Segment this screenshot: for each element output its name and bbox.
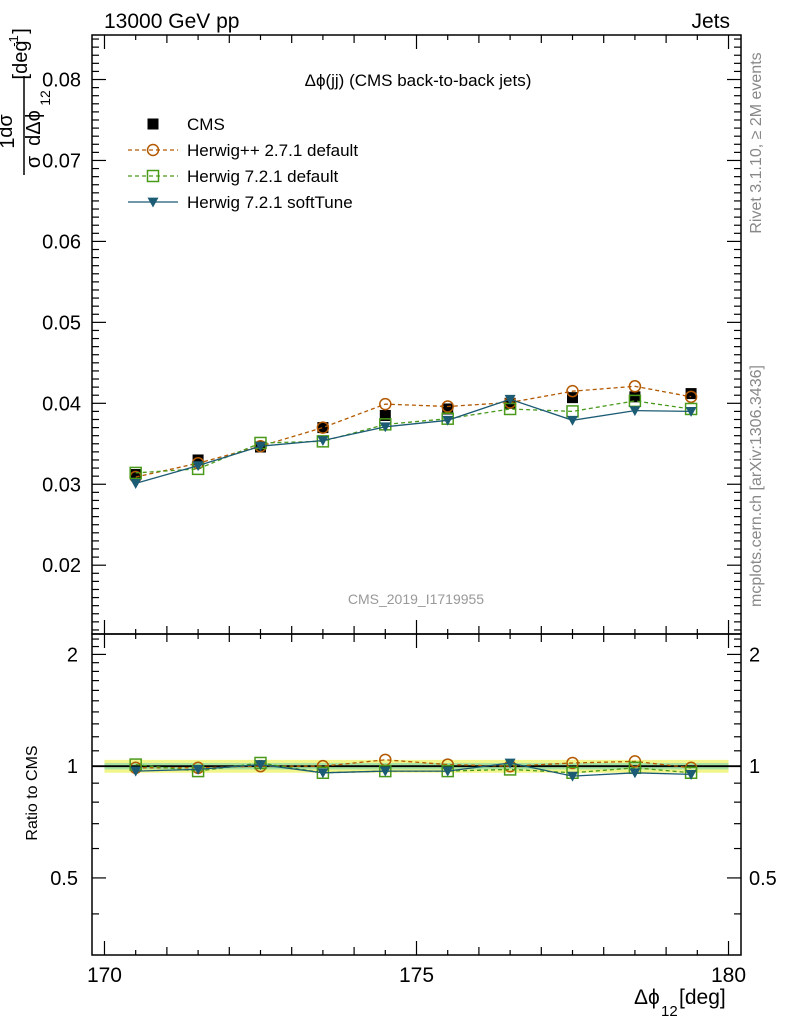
data-point [629, 391, 641, 403]
ratio-series-point [628, 755, 642, 768]
y-label-sub12: 12 [37, 90, 53, 106]
y-label-unit: [deg [10, 41, 32, 80]
series-line [135, 400, 692, 474]
x-label-sub: 12 [661, 1003, 678, 1020]
data-point [317, 422, 329, 434]
ratio-series-point [130, 766, 142, 777]
legend-marker [146, 169, 160, 183]
y-tick-label: 0.06 [42, 231, 81, 253]
y-tick-label: 0.03 [42, 474, 81, 496]
ratio-y-tick-label: 0.5 [50, 868, 78, 890]
ratio-series-point [567, 771, 579, 782]
series-point [442, 415, 454, 426]
series-point [254, 441, 266, 452]
ratio-frame [91, 633, 742, 956]
series-point [504, 394, 516, 405]
y-label-sigma: σ [23, 155, 45, 168]
x-tick-label: 170 [87, 964, 122, 987]
series-line [135, 385, 692, 478]
ratio-series-point [566, 756, 579, 770]
main-panel: 0.02 0.03 0.04 0.05 0.06 0.07 0.08 [42, 34, 742, 635]
ratio-panel: 170 175 180 0.5 0.5 1 1 2 2 [50, 633, 777, 987]
ratio-y-tick-label: 0.5 [749, 868, 777, 890]
y-label-ddphi: dΔϕ [23, 110, 45, 146]
ratio-series-point [504, 758, 516, 769]
chart-title: Δϕ(jj) (CMS back-to-back jets) [305, 71, 532, 90]
legend-marker [147, 118, 159, 130]
y-label-dsigma: dσ [0, 114, 17, 138]
y-tick-label: 0.04 [42, 393, 81, 415]
series-point [130, 479, 142, 489]
series-point [379, 422, 391, 433]
y-label-unit-close: ] [10, 28, 32, 34]
legend-label: Herwig++ 2.7.1 default [187, 141, 358, 160]
x-tick-label: 175 [399, 964, 434, 987]
series-point [567, 415, 579, 426]
ratio-y-tick-label: 1 [67, 756, 78, 778]
x-label-unit: [deg] [679, 986, 726, 1009]
ratio-y-tick-label: 1 [749, 756, 760, 778]
series-point [317, 436, 329, 447]
ratio-y-tick-label: 2 [749, 644, 760, 666]
ratio-series-point [442, 766, 454, 777]
y-tick-label: 0.05 [42, 312, 81, 334]
series-point [629, 406, 641, 417]
y-tick-label: 0.02 [42, 555, 81, 577]
series-point [684, 390, 698, 404]
series-point [316, 421, 330, 434]
legend-marker [146, 143, 160, 157]
ratio-y-axis-label: Ratio to CMS [24, 745, 41, 840]
data-point [379, 409, 391, 421]
y-label-unit-sup: -1 [6, 35, 21, 47]
ratio-series-point [317, 768, 329, 779]
series-point [566, 384, 579, 398]
ratio-series-point [629, 768, 641, 779]
series-point [192, 461, 204, 472]
x-label-base: Δϕ [634, 986, 660, 1009]
legend-label: Herwig 7.2.1 default [187, 167, 338, 186]
series-point [129, 466, 142, 480]
legend-label: Herwig 7.2.1 softTune [187, 193, 353, 212]
rivet-version-label: Rivet 3.1.10, ≥ 2M events [748, 52, 765, 233]
data-point [130, 469, 142, 481]
legend-label: CMS [187, 115, 225, 134]
ratio-y-tick-label: 2 [67, 644, 78, 666]
mcplots-label: mcplots.cern.ch [arXiv:1306.3436] [748, 365, 765, 607]
x-axis-label: Δϕ 12 [deg] [634, 986, 726, 1020]
series-point [685, 406, 697, 417]
data-point [192, 454, 204, 466]
series-line [135, 398, 692, 485]
series-point [379, 397, 392, 411]
data-point [567, 392, 579, 404]
ratio-series-point [379, 766, 391, 777]
data-point [442, 403, 454, 415]
legend-marker [147, 197, 159, 208]
series-point [441, 400, 454, 413]
data-point [685, 388, 697, 400]
ratio-series-point [685, 770, 697, 780]
ratio-series-point [192, 765, 204, 775]
energy-label: 13000 GeV pp [104, 10, 239, 33]
analysis-id-label: CMS_2019_I1719955 [348, 591, 484, 607]
ratio-series-line [135, 762, 692, 777]
series-point [628, 380, 642, 393]
legend: CMS Herwig++ 2.7.1 default Herwig 7.2.1 de… [128, 115, 358, 212]
y-label-one: 1 [0, 137, 19, 148]
process-label: Jets [691, 10, 730, 33]
x-tick-label: 180 [711, 964, 746, 987]
ratio-series-point [254, 760, 266, 771]
y-tick-label: 0.07 [42, 150, 81, 172]
y-tick-label: 0.08 [42, 70, 81, 92]
y-axis-label: 1 dσ σ dΔϕ 12 [deg -1 ] [0, 28, 53, 175]
